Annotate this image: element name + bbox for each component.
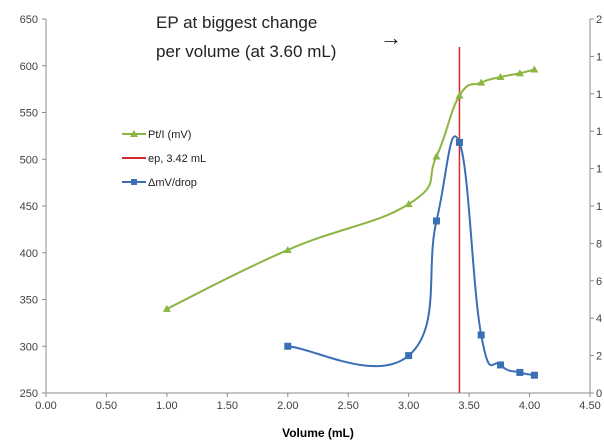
x-axis-title: Volume (mL) [282,426,354,440]
point-dmv [477,331,485,339]
x-tick-label: 3.00 [398,400,419,412]
point-dmv [516,368,524,376]
point-pt [515,69,524,77]
y2-tick-label: 8 [596,238,602,250]
series-line-dmv [287,135,535,377]
y2-tick-label: 1 [596,201,602,213]
legend-entry-dmv: ΔmV/drop [122,177,197,189]
y-tick-label: 600 [20,61,38,73]
annotation: EP at biggest change per volume (at 3.60… [156,13,402,61]
y2-tick-label: 0 [596,388,602,400]
point-dmv [405,352,413,360]
point-pt [496,72,505,80]
series-line-pt [166,68,535,310]
y2-tick-label: 6 [596,276,602,288]
legend-marker-pt [130,130,138,137]
legend-entry-ep: ep, 3.42 mL [122,153,206,165]
y2-tick-label: 1 [596,164,602,176]
y-tick-label: 300 [20,341,38,353]
annotation-line-2: per volume (at 3.60 mL) [156,42,336,61]
point-pt [162,304,171,312]
tick-group: 0.00 0.50 1.00 1.50 2.00 2.50 3.00 3.50 4.00 4.50… [20,14,602,412]
legend-label-dmv: ΔmV/drop [148,177,197,189]
point-dmv [497,361,505,369]
series-group [162,65,539,379]
legend: Pt/I (mV) ep, 3.42 mL ΔmV/drop [122,129,206,189]
point-dmv [530,371,538,379]
y2-tick-label: 1 [596,126,602,138]
x-tick-label: 4.00 [519,400,540,412]
legend-entry-pt: Pt/I (mV) [122,129,191,141]
x-tick-label: 2.00 [277,400,298,412]
x-tick-label: 1.00 [156,400,177,412]
y2-tick-label: 1 [596,89,602,101]
legend-label-ep: ep, 3.42 mL [148,153,206,165]
point-pt [530,65,539,73]
point-pt [455,91,464,99]
y2-tick-label: 4 [596,313,602,325]
x-tick-label: 3.50 [458,400,479,412]
point-dmv [432,217,440,225]
y-tick-label: 450 [20,201,38,213]
annotation-arrow-icon: → [380,25,402,50]
y-tick-label: 500 [20,154,38,166]
y2-tick-label: 1 [596,51,602,63]
x-tick-label: 1.50 [217,400,238,412]
x-tick-label: 2.50 [338,400,359,412]
point-pt [404,200,413,208]
point-dmv [284,342,292,350]
y-tick-label: 350 [20,295,38,307]
y-tick-label: 650 [20,14,38,26]
y-tick-label: 550 [20,108,38,120]
point-dmv [455,138,463,146]
y-tick-label: 400 [20,248,38,260]
annotation-line-1: EP at biggest change [156,13,317,32]
x-tick-label: 0.50 [96,400,117,412]
point-pt [432,152,441,160]
y2-tick-label: 2 [596,351,602,363]
point-pt [477,78,486,86]
legend-label-pt: Pt/I (mV) [148,129,191,141]
x-tick-label: 0.00 [35,400,56,412]
legend-marker-dmv [131,179,137,185]
x-tick-label: 4.50 [579,400,600,412]
y2-tick-label: 2 [596,14,602,26]
y-tick-label: 250 [20,388,38,400]
point-pt [283,245,292,253]
